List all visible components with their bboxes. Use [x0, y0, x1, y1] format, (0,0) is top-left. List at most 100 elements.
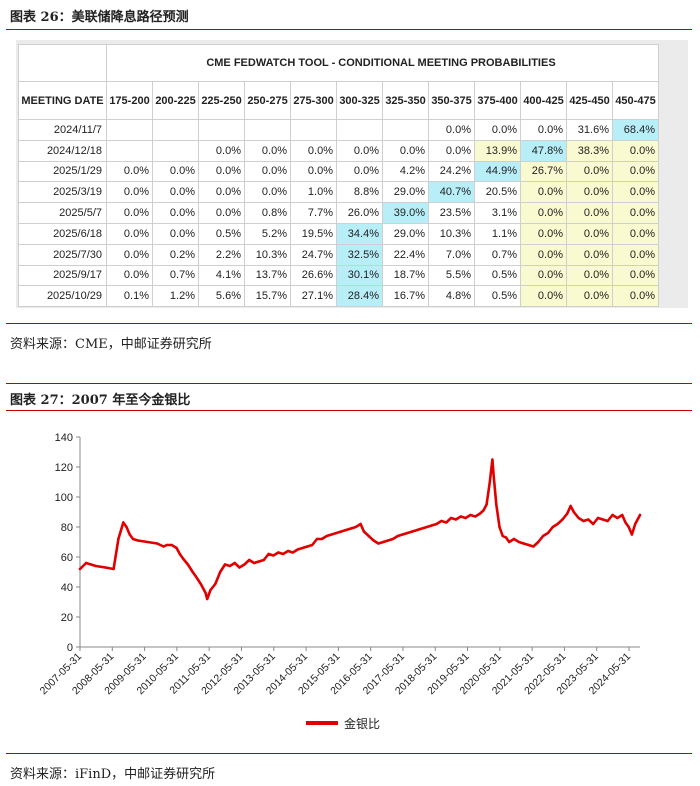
probability-cell: 0.0% [520, 119, 567, 141]
probability-cell: 0.0% [520, 222, 567, 245]
fedwatch-table: CME FEDWATCH TOOL - CONDITIONAL MEETING … [18, 44, 659, 308]
data-point [291, 551, 294, 554]
data-point [522, 542, 525, 545]
probability-cell: 0.2% [152, 243, 199, 266]
probability-cell: 26.7% [520, 160, 567, 183]
data-point [430, 524, 433, 527]
data-point [491, 458, 494, 461]
data-point [386, 539, 390, 542]
y-tick-label: 100 [55, 492, 73, 504]
probability-cell: 0.0% [566, 285, 613, 308]
probability-cell: 4.1% [198, 264, 245, 287]
figure-26-source: 资料来源：CME，中邮证券研究所 [10, 337, 212, 352]
data-point [377, 542, 380, 545]
data-point [186, 563, 190, 566]
data-point [162, 545, 165, 548]
meeting-date-cell: 2025/1/29 [18, 160, 107, 183]
probability-cell: 0.0% [612, 160, 659, 183]
probability-cell: 0.0% [336, 160, 383, 183]
column-header: 450-475 [612, 81, 659, 120]
probability-cell: 0.0% [520, 181, 567, 204]
probability-cell: 2.2% [198, 243, 245, 266]
table-row: 2025/10/29 0.1% 1.2% 5.6% 15.7% 27.1% 28.4% 16.… [18, 285, 659, 308]
gold-silver-ratio-chart: 0 20 40 60 80 100 120 140 2007-05-312008-05-312… [38, 432, 642, 731]
data-point [630, 533, 634, 536]
probability-cell: 13.7% [244, 264, 291, 287]
data-point [214, 582, 217, 586]
data-point [175, 546, 178, 550]
x-axis: 2007-05-312008-05-312009-05-312010-05-31… [38, 646, 640, 697]
column-header: 250-275 [244, 81, 291, 120]
probability-cell: 29.0% [382, 222, 429, 245]
data-point [425, 525, 429, 529]
data-point [495, 503, 498, 506]
data-point [349, 527, 353, 530]
probability-cell: 47.8% [520, 139, 567, 162]
probability-cell: 0.1% [106, 285, 153, 308]
data-point [277, 551, 280, 554]
probability-cell: 0.0% [106, 202, 153, 224]
probability-cell: 1.2% [152, 285, 199, 308]
probability-cell: 0.0% [152, 181, 199, 204]
data-point [596, 516, 600, 520]
data-point [420, 527, 424, 530]
y-tick-label: 40 [61, 582, 73, 594]
data-point [416, 528, 419, 532]
data-point [267, 552, 270, 556]
source-rule [6, 323, 692, 324]
column-header: 350-375 [428, 81, 475, 120]
probability-cell: 0.0% [106, 181, 153, 204]
probability-cell [198, 119, 245, 141]
probability-cell: 5.6% [198, 285, 245, 308]
column-header: 200-225 [152, 81, 199, 120]
probability-cell: 0.0% [474, 119, 521, 141]
data-point [411, 530, 414, 533]
data-point [315, 537, 319, 541]
data-point [537, 540, 540, 544]
data-point [194, 575, 198, 578]
probability-cell: 0.8% [244, 202, 291, 224]
data-point [391, 537, 395, 541]
probability-cell: 0.0% [290, 139, 337, 162]
legend-label: 金银比 [344, 716, 380, 731]
data-point [131, 537, 135, 541]
probability-cell: 44.9% [474, 160, 521, 183]
data-point [541, 534, 545, 538]
data-point [527, 543, 530, 547]
data-point [485, 503, 488, 506]
column-header: 225-250 [198, 81, 245, 120]
probability-cell: 0.0% [566, 202, 613, 224]
data-point [165, 543, 169, 547]
figure-26-title: 图表 26：美联储降息路径预测 [10, 10, 189, 25]
probability-cell: 0.0% [612, 139, 659, 162]
data-point [233, 561, 236, 565]
data-point [170, 543, 173, 547]
data-point [359, 522, 362, 526]
data-point [330, 533, 333, 536]
column-header: 175-200 [106, 81, 153, 120]
probability-cell: 0.0% [428, 139, 475, 162]
source-rule-2 [6, 753, 692, 754]
column-header: 300-325 [336, 81, 383, 120]
data-point [272, 554, 275, 557]
probability-cell: 0.0% [244, 139, 291, 162]
data-point [199, 582, 202, 586]
probability-cell: 27.1% [290, 285, 337, 308]
data-point [638, 513, 642, 517]
probability-cell: 26.6% [290, 264, 337, 287]
data-point [209, 588, 212, 592]
probability-cell: 0.0% [336, 139, 383, 162]
data-point [311, 543, 314, 547]
title-rule [6, 29, 692, 30]
probability-cell: 22.4% [382, 243, 429, 266]
probability-cell: 0.5% [198, 222, 245, 245]
data-point [561, 518, 564, 521]
data-point [611, 513, 614, 517]
probability-cell: 0.0% [612, 285, 659, 308]
data-point [104, 566, 107, 569]
table-row: 2025/3/19 0.0% 0.0% 0.0% 0.0% 1.0% 8.8% 29.0% 40… [18, 181, 659, 204]
data-point [582, 519, 585, 523]
table-row: 2025/9/17 0.0% 0.7% 4.1% 13.7% 26.6% 30.1% 18.7… [18, 264, 659, 287]
data-point [440, 519, 443, 523]
data-point [286, 549, 290, 553]
